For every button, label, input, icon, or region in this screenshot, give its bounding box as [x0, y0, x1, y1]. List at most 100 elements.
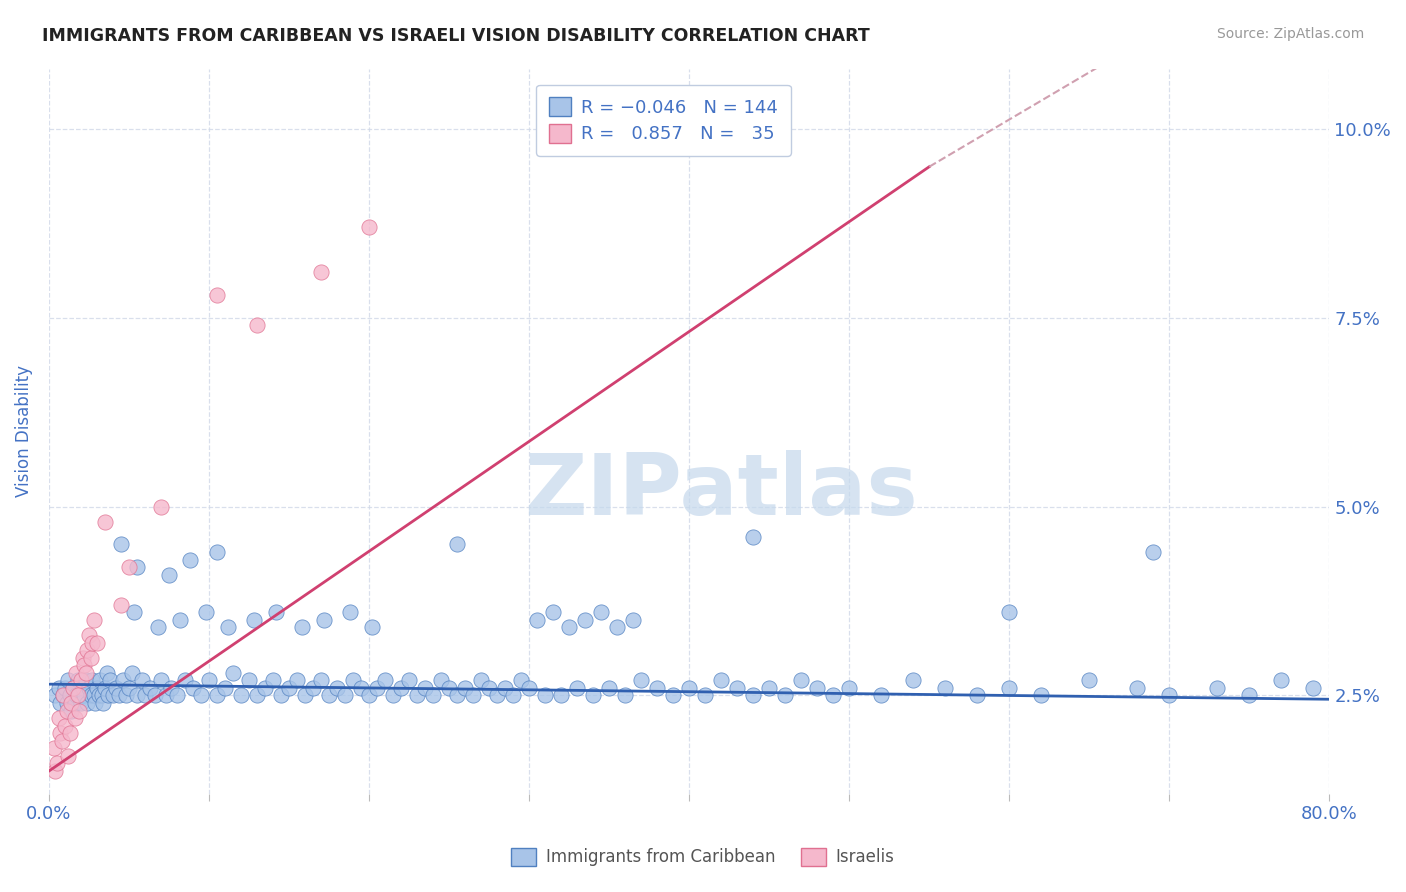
Point [67, 704, 90, 718]
Point [60, 696, 83, 710]
Point [278, 681, 301, 695]
Point [134, 689, 156, 703]
Point [56, 673, 79, 688]
Point [205, 288, 228, 302]
Point [118, 560, 141, 574]
Point [790, 673, 813, 688]
Point [262, 673, 284, 688]
Point [645, 681, 668, 695]
Point [150, 673, 173, 688]
Point [157, 567, 180, 582]
Point [446, 689, 468, 703]
Point [342, 673, 364, 688]
Point [87, 689, 110, 703]
Text: ZIPatlas: ZIPatlas [524, 450, 918, 533]
Point [606, 620, 628, 634]
Point [773, 689, 796, 703]
Point [291, 620, 314, 634]
Legend: R = −0.046   N = 144, R =   0.857   N =   35: R = −0.046 N = 144, R = 0.857 N = 35 [536, 85, 792, 156]
Point [83, 613, 105, 627]
Point [65, 689, 87, 703]
Point [82, 635, 104, 649]
Point [437, 681, 460, 695]
Point [264, 606, 287, 620]
Point [101, 689, 124, 703]
Point [73, 689, 96, 703]
Point [51, 733, 73, 747]
Point [285, 673, 308, 688]
Point [62, 681, 84, 695]
Point [517, 681, 540, 695]
Point [48, 711, 70, 725]
Point [214, 681, 236, 695]
Point [77, 681, 100, 695]
Point [1239, 689, 1261, 703]
Point [89, 673, 111, 688]
Point [630, 673, 652, 688]
Point [49, 726, 72, 740]
Point [1302, 681, 1324, 695]
Point [72, 681, 94, 695]
Point [454, 681, 477, 695]
Point [302, 681, 325, 695]
Point [108, 689, 131, 703]
Point [79, 689, 101, 703]
Point [205, 689, 228, 703]
Point [65, 665, 87, 680]
Point [55, 696, 77, 710]
Point [42, 741, 65, 756]
Point [254, 681, 277, 695]
Point [131, 673, 153, 688]
Point [294, 689, 316, 703]
Point [359, 220, 381, 235]
Point [565, 681, 588, 695]
Point [125, 689, 148, 703]
Point [1126, 681, 1149, 695]
Point [90, 689, 112, 703]
Point [53, 681, 76, 695]
Point [574, 613, 596, 627]
Point [122, 606, 145, 620]
Point [806, 681, 828, 695]
Point [966, 689, 988, 703]
Point [55, 704, 77, 718]
Point [48, 681, 70, 695]
Point [550, 689, 572, 703]
Point [59, 689, 82, 703]
Point [326, 681, 349, 695]
Point [494, 681, 516, 695]
Point [621, 613, 644, 627]
Point [110, 598, 132, 612]
Point [270, 689, 292, 703]
Point [181, 681, 204, 695]
Point [350, 681, 373, 695]
Point [246, 318, 269, 333]
Text: IMMIGRANTS FROM CARIBBEAN VS ISRAELI VISION DISABILITY CORRELATION CHART: IMMIGRANTS FROM CARIBBEAN VS ISRAELI VIS… [42, 27, 870, 45]
Legend: Immigrants from Caribbean, Israelis: Immigrants from Caribbean, Israelis [503, 839, 903, 875]
Point [53, 719, 76, 733]
Point [742, 530, 765, 544]
Point [903, 673, 925, 688]
Point [470, 673, 492, 688]
Point [86, 681, 108, 695]
Point [446, 537, 468, 551]
Point [118, 681, 141, 695]
Point [97, 689, 120, 703]
Point [243, 613, 266, 627]
Point [541, 606, 564, 620]
Point [86, 635, 108, 649]
Point [406, 689, 429, 703]
Point [75, 665, 97, 680]
Point [526, 613, 548, 627]
Point [558, 620, 581, 634]
Point [105, 681, 128, 695]
Point [84, 696, 107, 710]
Point [486, 689, 509, 703]
Point [121, 665, 143, 680]
Point [146, 620, 169, 634]
Point [93, 696, 115, 710]
Point [422, 689, 444, 703]
Point [318, 689, 340, 703]
Point [94, 681, 117, 695]
Point [143, 689, 166, 703]
